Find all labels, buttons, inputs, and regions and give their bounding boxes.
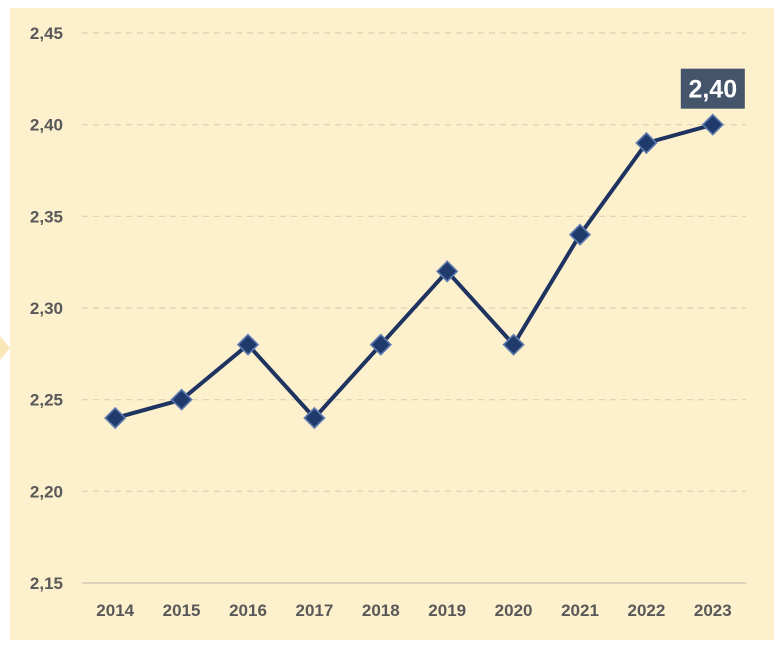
series-markers xyxy=(104,113,724,430)
value-callout: 2,40 xyxy=(680,68,745,109)
side-notch-decoration xyxy=(0,336,10,360)
x-tick-label: 2017 xyxy=(295,601,333,620)
data-point-marker xyxy=(502,333,525,356)
x-tick-label: 2022 xyxy=(627,601,665,620)
data-point-marker xyxy=(303,406,326,430)
series-line xyxy=(113,122,715,420)
data-point-marker xyxy=(436,260,459,283)
callout-box xyxy=(680,68,745,109)
x-tick-label: 2020 xyxy=(495,601,533,620)
y-tick-label: 2,40 xyxy=(30,116,63,135)
x-tick-label: 2019 xyxy=(428,601,466,620)
x-tick-label: 2016 xyxy=(229,601,267,620)
y-tick-label: 2,15 xyxy=(30,574,63,593)
x-tick-label: 2015 xyxy=(163,601,201,620)
data-point-marker xyxy=(170,388,193,411)
x-tick-label: 2023 xyxy=(694,601,732,620)
data-point-marker xyxy=(104,406,127,430)
x-tick-label: 2014 xyxy=(96,601,134,620)
y-tick-label: 2,35 xyxy=(30,207,63,226)
series-line-path xyxy=(113,122,715,420)
gridlines xyxy=(82,32,746,492)
chart-panel xyxy=(10,8,774,640)
data-point-marker xyxy=(701,113,724,136)
y-axis-ticks: 2,15 2,20 2,25 2,30 2,35 2,40 2,45 xyxy=(30,24,63,593)
x-tick-label: 2018 xyxy=(362,601,400,620)
data-point-marker xyxy=(568,223,592,246)
callout-label: 2,40 xyxy=(688,76,737,104)
y-tick-label: 2,30 xyxy=(30,299,63,318)
data-point-marker xyxy=(635,131,658,155)
data-point-marker xyxy=(236,333,260,356)
y-tick-label: 2,20 xyxy=(30,482,63,501)
x-axis-ticks: 2014 2015 2016 2017 2018 2019 2020 2021 2022 2023 xyxy=(96,601,731,620)
x-tick-label: 2021 xyxy=(561,601,599,620)
y-tick-label: 2,45 xyxy=(30,24,63,43)
data-point-marker xyxy=(369,333,392,356)
y-tick-label: 2,25 xyxy=(30,391,63,410)
